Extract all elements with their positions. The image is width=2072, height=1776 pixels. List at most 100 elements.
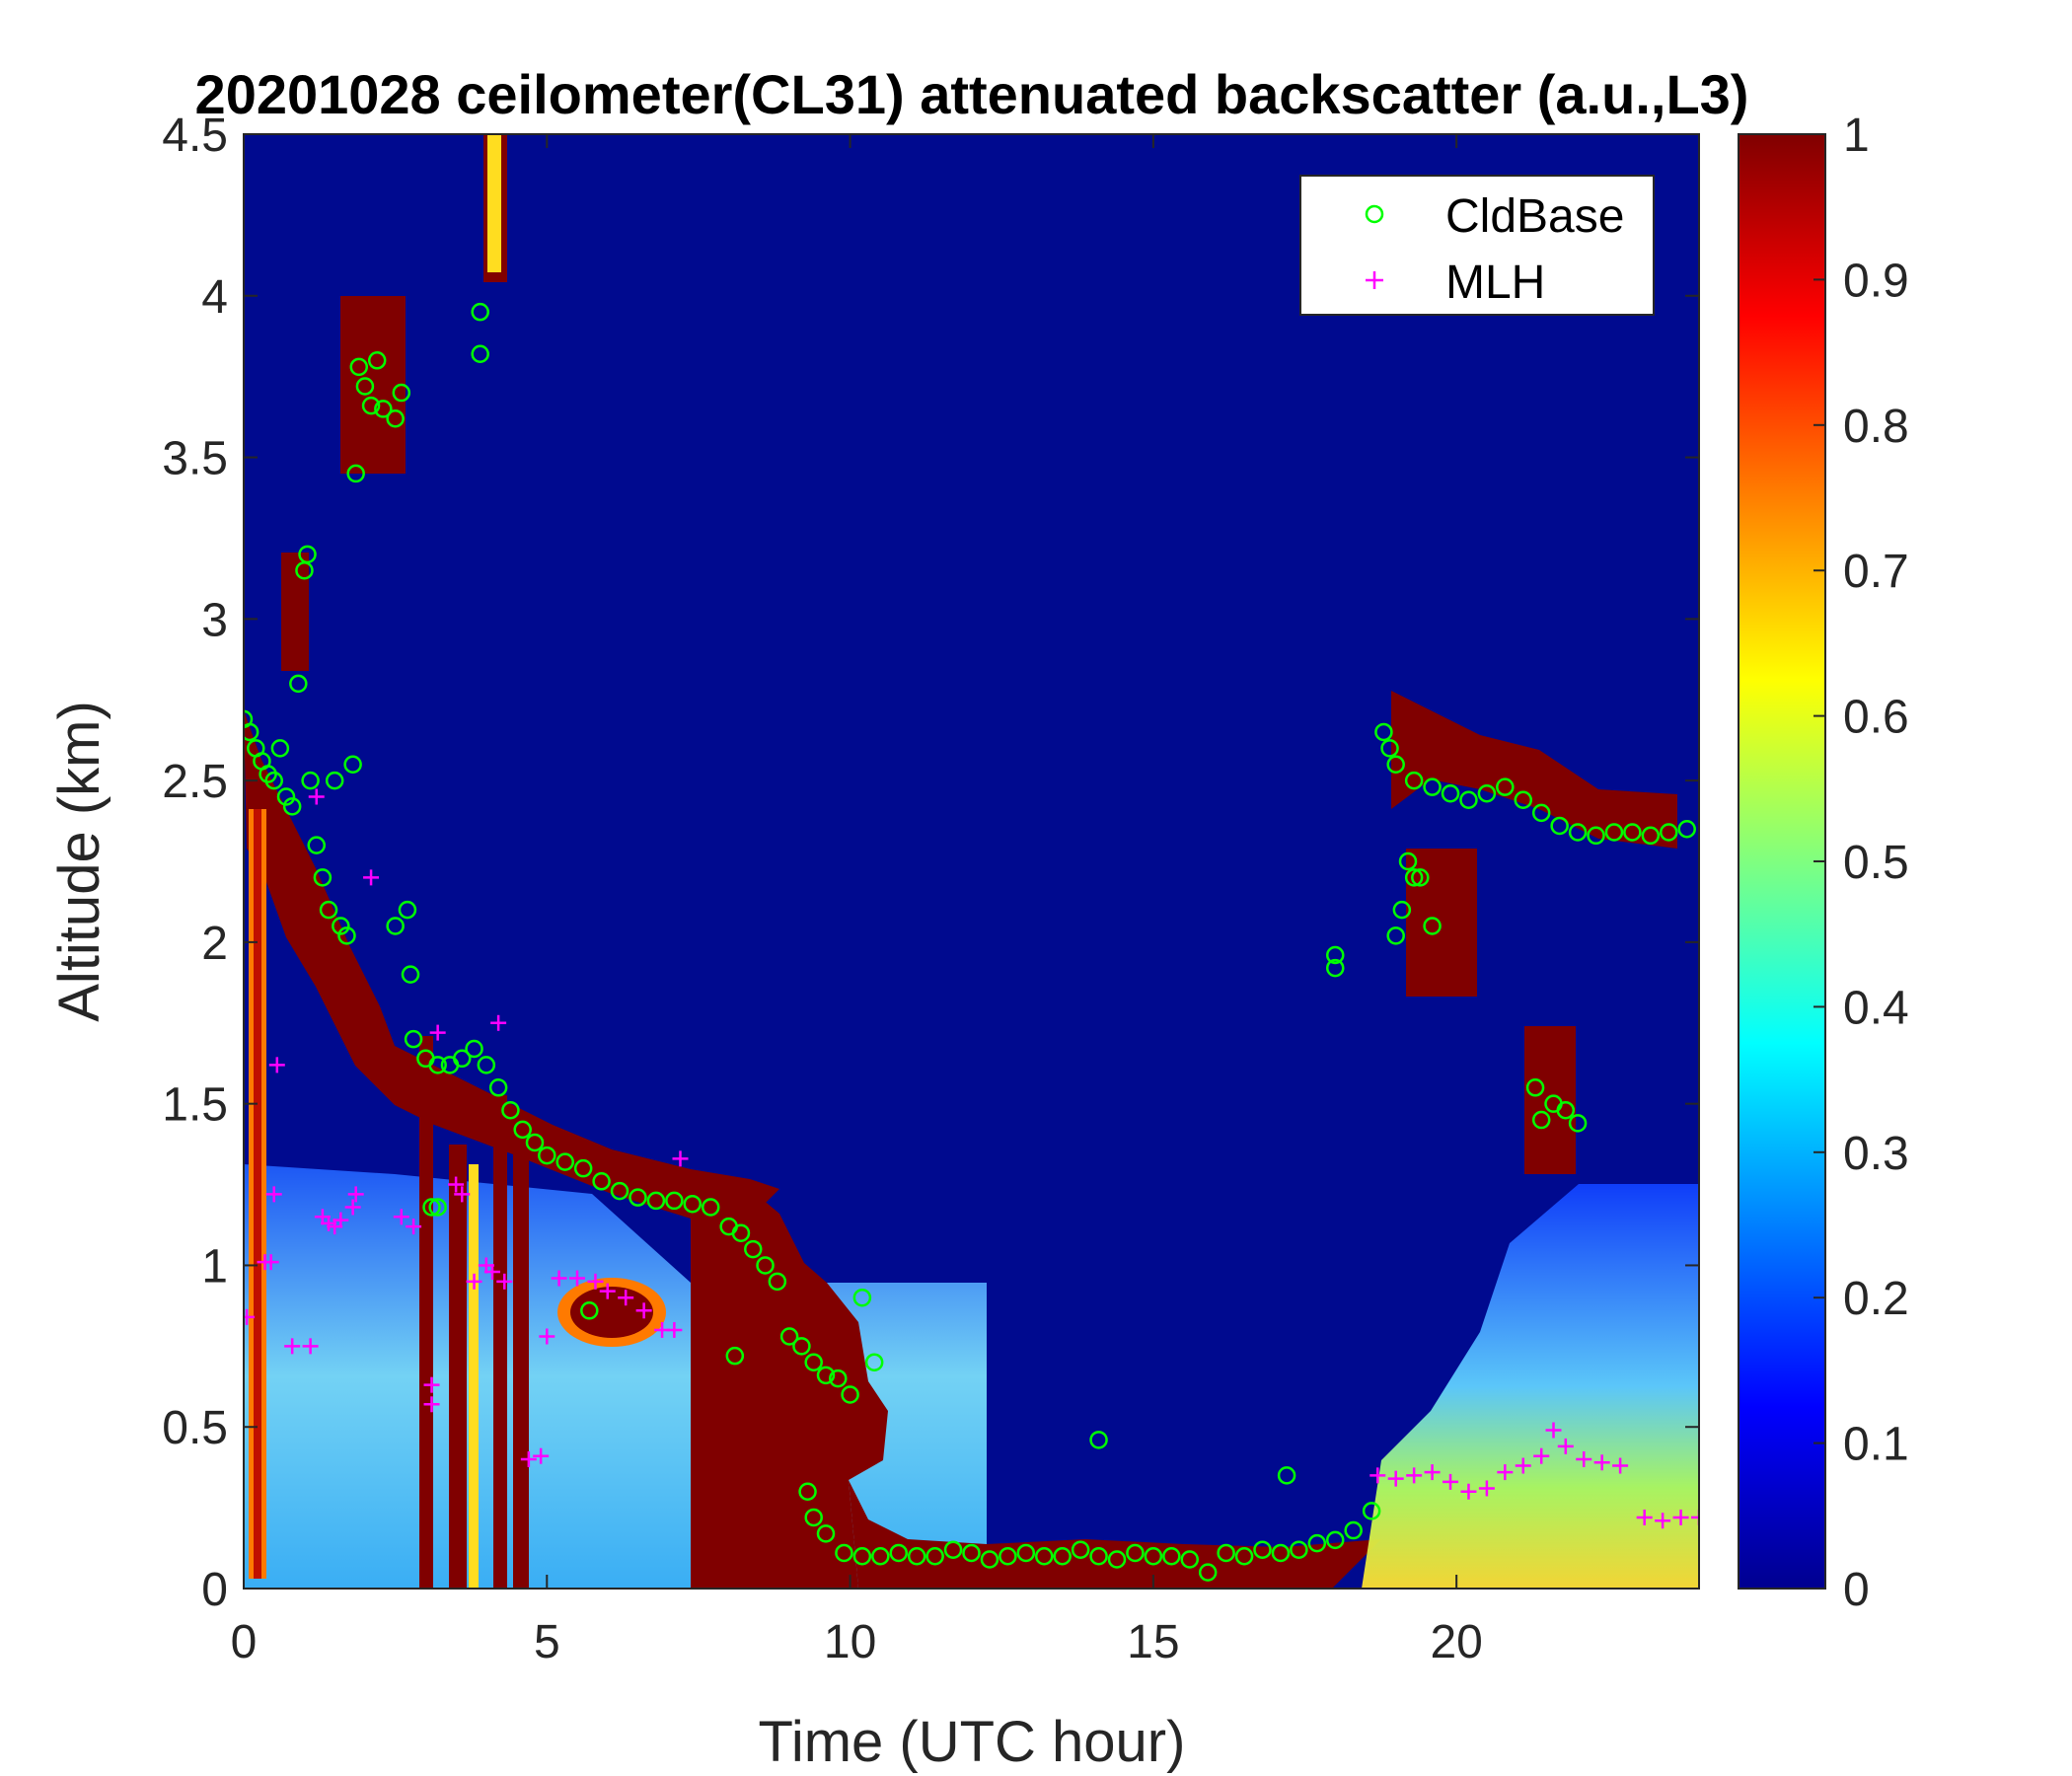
cldbase-point [804,1353,823,1371]
cldbase-point [307,836,326,854]
cldbase-point [1459,790,1478,810]
cldbase-point [1198,1563,1218,1582]
mlh-point [1612,1457,1629,1474]
cldbase-point [488,1078,508,1097]
cldbase-point [852,1546,872,1566]
cldbase-point [1089,1546,1108,1566]
cldbase-point [453,1049,472,1069]
cldbase-point [1271,1543,1291,1563]
cldbase-point [1531,803,1551,823]
mlh-point [268,1057,285,1073]
stripe [254,809,261,1579]
cldbase-point [592,1172,611,1191]
cldbase-point [725,1346,745,1366]
cldbase-point [1071,1540,1090,1559]
mlh-point [244,1308,256,1325]
cldbase-point [1641,826,1661,846]
cldbase-point [1162,1546,1181,1566]
cldbase-point [731,1223,751,1242]
cldbase-point [346,464,365,483]
legend-cldbase-label: CldBase [1445,190,1624,243]
cldbase-point [1035,1546,1054,1566]
cldbase-point [392,383,411,403]
cldbase-point [1525,1078,1545,1097]
mlh-point [265,1186,282,1203]
cldbase-point [1404,868,1424,887]
cldbase-point [298,545,317,564]
cldbase-point [835,1543,853,1563]
y-tick-label: 2 [201,918,228,970]
cldbase-point [332,917,350,935]
cldbase-point [980,1550,999,1569]
cldbase-point [804,1508,823,1527]
aerosol-blob [570,1287,653,1338]
mlh-point [363,869,380,886]
high-cloud [487,134,501,272]
cldbase-point [1277,1466,1296,1485]
y-tick-label: 4 [201,271,228,324]
colorbar-tick-label: 0.1 [1843,1419,1909,1471]
legend-box [1299,175,1655,316]
cldbase-point [1398,851,1418,871]
cldbase-point [907,1546,926,1566]
colorbar-tick-label: 0.6 [1843,692,1909,744]
mlh-point [423,1396,440,1413]
mlh-point [1443,1473,1459,1490]
cldbase-point [792,1337,811,1356]
mlh-point [302,1338,319,1355]
cldbase-point [683,1194,703,1214]
cldbase-point [1253,1540,1272,1559]
legend-mlh-label: MLH [1445,257,1545,309]
cldbase-point [1604,823,1624,842]
cldbase-point [1441,783,1460,803]
cldbase-point [465,1039,483,1059]
mlh-point [1636,1509,1653,1525]
legend: CldBase MLH [1299,175,1655,316]
mlh-point [1515,1457,1531,1474]
x-tick-label: 5 [534,1616,560,1668]
cldbase-point [1326,945,1345,965]
mlh-point [1533,1447,1550,1464]
cloud-column [1406,849,1477,997]
mlh-point [344,1199,361,1216]
cldbase-point [1623,823,1642,842]
cldbase-point [756,1256,775,1275]
dense-layer-region [691,1189,888,1589]
cldbase-point [1423,917,1442,935]
cldbase-point [244,709,254,729]
cldbase-point [276,787,296,806]
cldbase-point [289,674,308,694]
cldbase-point [1496,777,1515,796]
cldbase-point [852,1288,872,1307]
cldbase-point [337,926,356,945]
cldbase-point [1307,1533,1327,1553]
y-tick-label: 0.5 [162,1402,228,1454]
y-tick-label: 3.5 [162,433,228,485]
legend-mlh-marker [1366,271,1383,289]
y-tick-label: 4.5 [162,110,228,162]
mlh-point [1478,1480,1495,1497]
cldbase-point [525,1133,545,1152]
cldbase-point [1016,1543,1036,1563]
high-cloud [281,553,309,671]
cldbase-point [798,1482,817,1501]
cldbase-point [1374,722,1393,742]
mlh-point [672,1150,689,1167]
cldbase-point [701,1198,720,1217]
y-tick-label: 1 [201,1240,228,1293]
mlh-point [1557,1438,1574,1454]
cldbase-point [610,1181,629,1201]
colorbar-tick-label: 0.8 [1843,401,1909,453]
cldbase-point [768,1272,787,1292]
colorbar-tick-label: 0.7 [1843,546,1909,598]
plot-frame [243,133,1700,1590]
mlh-point [1406,1467,1423,1484]
cldbase-point [841,1385,859,1404]
mlh-point [666,1321,683,1338]
cldbase-point [1411,868,1430,887]
x-tick-label: 10 [824,1616,876,1668]
cldbase-point [1550,816,1569,836]
cldbase-point [401,965,420,984]
cldbase-point [629,1188,647,1207]
y-tick-label: 1.5 [162,1079,228,1132]
